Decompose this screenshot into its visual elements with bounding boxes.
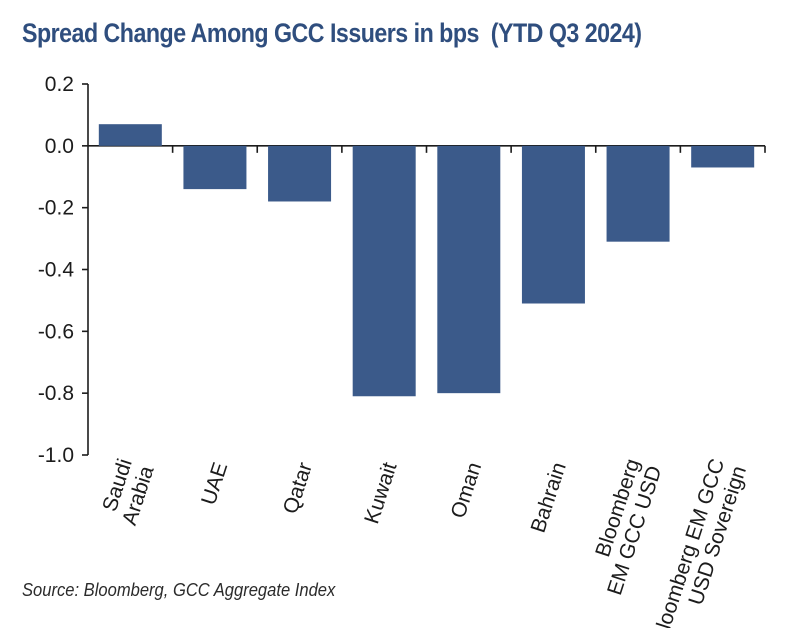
x-category-label: Qatar — [279, 460, 317, 517]
y-tick-label: -0.4 — [38, 259, 75, 282]
x-category-label-line: Qatar — [279, 460, 317, 517]
y-tick-label: -0.2 — [38, 197, 74, 220]
x-category-label: Oman — [447, 460, 487, 521]
y-axis-ticks: 0.2 0.0 -0.2 -0.4 -0.6 -0.8 -1.0 — [38, 73, 75, 467]
x-category-label-line: Oman — [447, 460, 487, 521]
bar — [606, 145, 670, 242]
x-category-label: UAE — [197, 460, 232, 508]
y-tick-label: -0.6 — [38, 320, 74, 343]
chart-title: Spread Change Among GCC Issuers in bps (… — [22, 18, 642, 48]
bar — [98, 124, 162, 146]
bar — [352, 145, 416, 397]
y-tick-label: -0.8 — [38, 382, 74, 405]
y-tick-label: 0.0 — [45, 135, 74, 158]
x-category-label-line: Bahrain — [527, 460, 571, 536]
bar-series — [98, 124, 755, 397]
bar — [183, 145, 247, 190]
y-tick-label: 0.2 — [45, 73, 74, 96]
x-category-label-line: Kuwait — [360, 459, 401, 526]
y-tick-label: -1.0 — [38, 444, 74, 467]
bar — [521, 145, 585, 304]
bar — [268, 145, 332, 202]
source-note: Source: Bloomberg, GCC Aggregate Index — [22, 580, 336, 600]
axes — [82, 83, 766, 456]
bar — [437, 145, 501, 394]
x-category-label-line: UAE — [197, 460, 232, 508]
x-category-label: Bahrain — [527, 460, 571, 536]
x-category-label: Kuwait — [360, 459, 401, 526]
bar — [691, 145, 755, 168]
